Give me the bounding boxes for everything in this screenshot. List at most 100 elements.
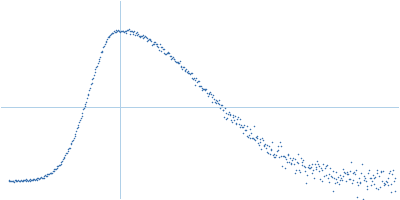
Point	[346, 178, 352, 181]
Point	[155, 46, 162, 49]
Point	[365, 171, 371, 175]
Point	[122, 29, 128, 32]
Point	[161, 47, 168, 51]
Point	[78, 117, 84, 120]
Point	[204, 92, 210, 95]
Point	[126, 32, 133, 35]
Point	[267, 147, 274, 151]
Point	[130, 32, 136, 35]
Point	[299, 161, 306, 164]
Point	[334, 180, 340, 183]
Point	[314, 159, 320, 163]
Point	[20, 179, 26, 182]
Point	[117, 30, 124, 33]
Point	[360, 179, 367, 182]
Point	[263, 147, 269, 150]
Point	[93, 66, 100, 69]
Point	[102, 40, 109, 44]
Point	[303, 181, 310, 185]
Point	[317, 178, 323, 181]
Point	[8, 180, 15, 183]
Point	[133, 31, 140, 34]
Point	[212, 99, 219, 102]
Point	[289, 159, 296, 162]
Point	[315, 162, 321, 166]
Point	[86, 89, 92, 92]
Point	[366, 169, 372, 172]
Point	[343, 171, 350, 174]
Point	[243, 124, 250, 127]
Point	[257, 140, 264, 143]
Point	[276, 156, 282, 159]
Point	[146, 38, 153, 41]
Point	[157, 49, 164, 53]
Point	[285, 152, 292, 156]
Point	[304, 166, 311, 169]
Point	[332, 171, 339, 174]
Point	[312, 168, 319, 171]
Point	[131, 29, 137, 32]
Point	[146, 38, 152, 41]
Point	[345, 173, 351, 176]
Point	[92, 71, 98, 74]
Point	[65, 148, 72, 151]
Point	[319, 179, 326, 183]
Point	[77, 119, 83, 122]
Point	[216, 99, 222, 102]
Point	[326, 172, 333, 175]
Point	[241, 124, 248, 127]
Point	[189, 76, 196, 79]
Point	[136, 35, 143, 38]
Point	[342, 180, 349, 183]
Point	[364, 187, 370, 190]
Point	[328, 174, 334, 177]
Point	[134, 34, 140, 37]
Point	[262, 142, 268, 146]
Point	[170, 58, 177, 61]
Point	[138, 34, 144, 37]
Point	[126, 28, 132, 31]
Point	[284, 160, 290, 163]
Point	[353, 168, 359, 171]
Point	[255, 142, 261, 145]
Point	[374, 168, 381, 171]
Point	[147, 37, 154, 40]
Point	[38, 176, 44, 179]
Point	[322, 173, 329, 176]
Point	[115, 28, 121, 31]
Point	[10, 179, 16, 182]
Point	[179, 67, 186, 71]
Point	[37, 176, 44, 180]
Point	[180, 66, 186, 69]
Point	[287, 157, 293, 160]
Point	[194, 80, 200, 83]
Point	[50, 169, 56, 173]
Point	[357, 181, 364, 184]
Point	[316, 169, 322, 172]
Point	[87, 87, 93, 90]
Point	[264, 144, 271, 147]
Point	[51, 168, 58, 171]
Point	[218, 103, 224, 106]
Point	[113, 28, 120, 31]
Point	[279, 165, 285, 168]
Point	[7, 179, 14, 182]
Point	[174, 60, 180, 63]
Point	[57, 162, 64, 165]
Point	[268, 148, 274, 151]
Point	[222, 106, 228, 109]
Point	[260, 139, 266, 142]
Point	[347, 170, 354, 173]
Point	[89, 77, 96, 80]
Point	[18, 179, 24, 182]
Point	[154, 42, 161, 45]
Point	[110, 32, 116, 35]
Point	[26, 179, 33, 183]
Point	[388, 190, 395, 194]
Point	[70, 136, 77, 139]
Point	[237, 126, 244, 129]
Point	[316, 164, 322, 168]
Point	[320, 162, 326, 165]
Point	[350, 172, 356, 175]
Point	[324, 163, 330, 166]
